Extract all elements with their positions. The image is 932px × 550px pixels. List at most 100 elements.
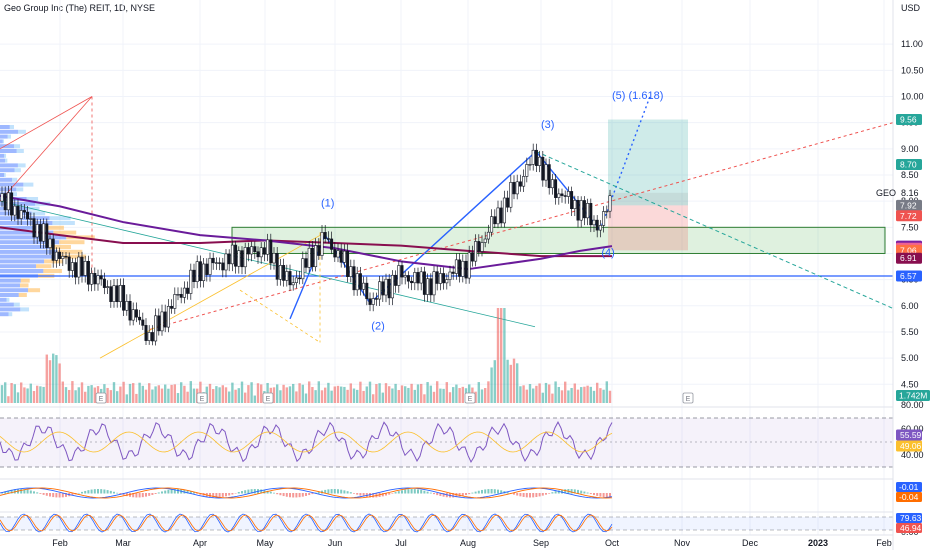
volume-bar: [567, 390, 570, 403]
macd-hist: [516, 493, 519, 496]
macd-hist: [10, 489, 13, 494]
profile-bar: [0, 153, 5, 158]
price-tick: 11.00: [901, 39, 923, 49]
macd-hist: [346, 491, 349, 494]
volume-bar: [32, 391, 36, 403]
profile-bar-alt: [7, 134, 11, 139]
candle-body: [189, 269, 193, 294]
volume-bar: [164, 384, 167, 403]
candle-body: [250, 246, 254, 255]
macd-hist: [484, 489, 487, 494]
profile-bar-alt: [4, 173, 6, 177]
candle-body: [470, 252, 474, 262]
macd-hist: [36, 492, 39, 494]
volume-bar: [84, 391, 87, 403]
candle-body: [45, 223, 49, 248]
volume-bar: [452, 387, 455, 403]
candle-body: [483, 238, 487, 243]
candle-body: [445, 279, 449, 284]
candle-body: [410, 280, 414, 284]
macd-hist: [330, 489, 333, 494]
wave-labels: (1) (2) (3) (4) (5) (1.618): [321, 90, 663, 332]
candle-body: [522, 176, 526, 187]
volume-bar: [509, 364, 512, 403]
candle-body: [227, 253, 231, 265]
volume-bar: [234, 389, 237, 403]
candle-body: [467, 252, 471, 279]
volume-bar: [58, 363, 61, 403]
macd-hist: [263, 490, 266, 494]
volume-bar: [592, 390, 596, 403]
volume-bar: [132, 383, 135, 403]
volume-bar: [448, 392, 452, 403]
profile-bar: [0, 312, 9, 317]
volume-bar: [208, 383, 212, 403]
macd-hist: [586, 492, 589, 494]
channel-line: [0, 200, 536, 328]
volume-bar: [426, 382, 429, 403]
candle-body: [589, 203, 593, 226]
candle-body: [576, 200, 580, 221]
volume-bar: [212, 389, 215, 403]
macd-hist: [20, 489, 23, 494]
profile-bar: [0, 173, 5, 177]
wave-label: (1): [321, 197, 334, 209]
macd-hist: [167, 489, 170, 494]
volume-bar: [71, 381, 74, 403]
candle-body: [451, 271, 455, 274]
profile-bar: [0, 201, 36, 206]
stoch-d: [0, 514, 613, 532]
macd-hist: [305, 493, 307, 496]
volume-bar: [525, 389, 528, 403]
volume-bar: [416, 384, 420, 403]
candle-body: [365, 282, 369, 300]
volume-bar: [288, 386, 292, 403]
macd-hist: [295, 493, 298, 498]
candle-body: [10, 192, 14, 216]
volume-bar: [256, 383, 260, 403]
macd-hist: [410, 489, 413, 494]
volume-bar: [106, 387, 109, 403]
volume-bar: [167, 388, 170, 403]
volume-bar: [484, 388, 487, 403]
volume-profile: [0, 125, 95, 317]
macd-hist: [468, 493, 471, 495]
profile-bar: [0, 254, 61, 259]
volume-bar: [186, 391, 189, 403]
profile-bar: [0, 182, 24, 187]
candle-body: [173, 294, 177, 309]
candle-body: [128, 301, 132, 321]
candle-body: [374, 298, 378, 300]
volume-bar: [320, 390, 324, 403]
volume-bar: [52, 353, 55, 403]
profile-bar: [0, 221, 53, 225]
volume-bar: [122, 381, 125, 403]
profile-bar: [0, 230, 54, 235]
candle-body: [320, 232, 324, 256]
profile-bar-alt: [14, 168, 21, 173]
volume-bar: [487, 381, 490, 403]
candle-body: [400, 265, 404, 278]
profile-bar-alt: [16, 149, 24, 153]
candle-body: [397, 265, 401, 286]
macd-hist: [602, 493, 605, 498]
macd-hist: [593, 493, 595, 496]
macd-hist: [308, 493, 311, 496]
macd-hist: [55, 493, 58, 498]
volume-bar: [458, 388, 461, 403]
rsi-tag: [896, 440, 922, 452]
stoch-tag: [896, 513, 922, 523]
candle-body: [534, 149, 538, 166]
volume-bar: [372, 394, 375, 403]
time-tick: Sep: [533, 538, 549, 548]
candle-body: [461, 260, 465, 277]
volume-bar: [221, 385, 224, 403]
macd-hist: [388, 493, 391, 495]
macd-hist: [273, 492, 275, 494]
candle-body: [381, 281, 385, 296]
volume-bar: [474, 391, 477, 403]
macd-hist: [170, 489, 173, 494]
trend-line: [149, 122, 894, 330]
